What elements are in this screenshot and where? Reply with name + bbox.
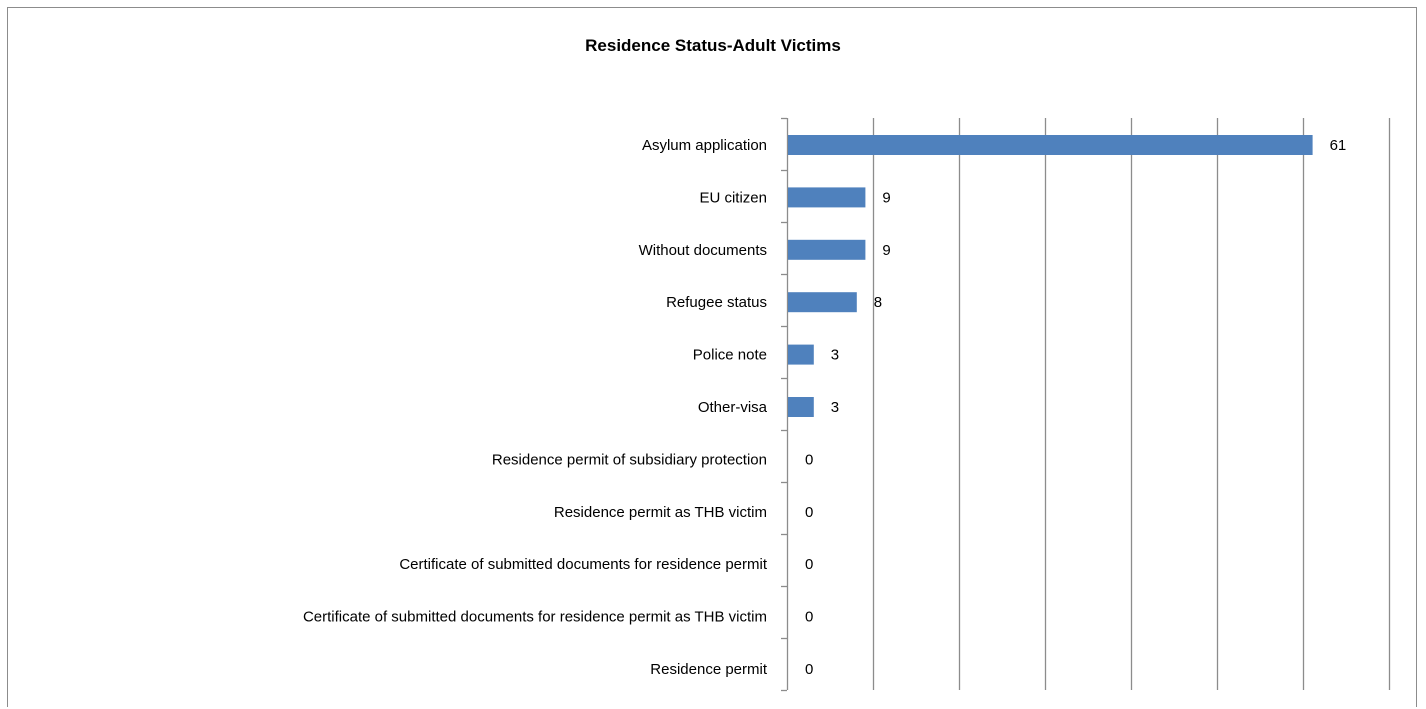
data-label: 3 <box>831 399 839 416</box>
bars <box>788 135 1313 417</box>
labels: Asylum application 61 EU citizen 9 Without d… <box>303 137 1346 678</box>
bar-1 <box>788 187 866 208</box>
category-label: Asylum application <box>642 137 767 154</box>
bar-2 <box>788 239 866 260</box>
category-label: Refugee status <box>666 294 767 311</box>
category-axis <box>781 117 789 692</box>
data-label: 0 <box>805 504 813 521</box>
data-label: 0 <box>805 609 813 626</box>
category-label: Other-visa <box>698 399 768 416</box>
data-label: 8 <box>874 294 882 311</box>
data-label: 0 <box>805 556 813 573</box>
data-label: 0 <box>805 661 813 678</box>
bar-5 <box>788 397 814 417</box>
bar-0 <box>788 135 1313 155</box>
category-label: Residence permit of subsidiary protectio… <box>492 451 767 468</box>
bar-4 <box>788 344 814 365</box>
category-label: Without documents <box>639 242 767 259</box>
category-label: Residence permit <box>650 661 768 678</box>
data-label: 9 <box>882 242 890 259</box>
category-label: Certificate of submitted documents for r… <box>303 609 767 626</box>
data-label: 0 <box>805 451 813 468</box>
category-label: Certificate of submitted documents for r… <box>399 556 767 573</box>
gridlines <box>872 118 1391 690</box>
data-label: 3 <box>831 347 839 364</box>
chart-frame <box>7 7 1417 707</box>
data-label: 61 <box>1330 137 1347 154</box>
category-label: EU citizen <box>699 189 767 206</box>
data-label: 9 <box>882 189 890 206</box>
chart-title: Residence Status-Adult Victims <box>585 36 841 55</box>
bar-3 <box>788 292 857 313</box>
category-label: Police note <box>693 347 767 364</box>
category-label: Residence permit as THB victim <box>554 504 767 521</box>
